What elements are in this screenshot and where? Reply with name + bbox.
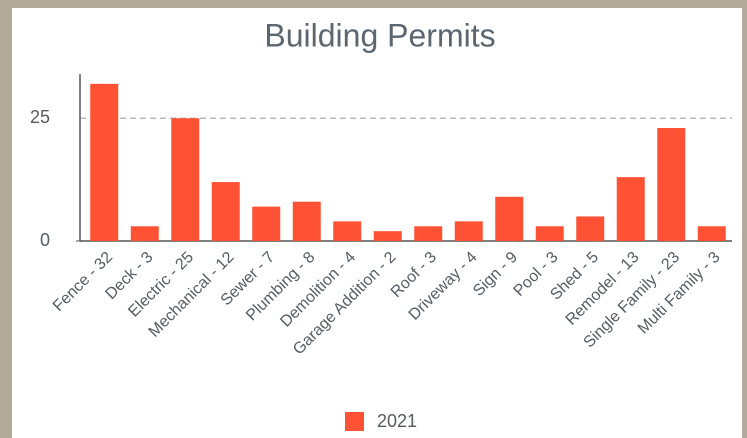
bar [697, 226, 726, 241]
bar [333, 221, 362, 241]
bar [373, 231, 402, 241]
bar [576, 216, 605, 241]
bar [535, 226, 564, 241]
bar [90, 83, 119, 241]
bar [657, 128, 686, 241]
bar [292, 201, 321, 241]
chart-title: Building Permits [264, 17, 495, 53]
legend-swatch [345, 412, 364, 431]
bar [454, 221, 483, 241]
bar [130, 226, 159, 241]
x-tick-label: Sign - 9 [470, 249, 521, 300]
bar [252, 206, 281, 241]
bar [211, 182, 240, 241]
bar [414, 226, 443, 241]
bar [495, 196, 524, 241]
bar [616, 177, 645, 241]
bar [171, 118, 200, 241]
legend-label: 2021 [377, 411, 417, 431]
y-tick-label: 25 [30, 107, 50, 127]
y-tick-label: 0 [40, 230, 50, 250]
x-tick-label: Fence - 32 [50, 249, 116, 315]
